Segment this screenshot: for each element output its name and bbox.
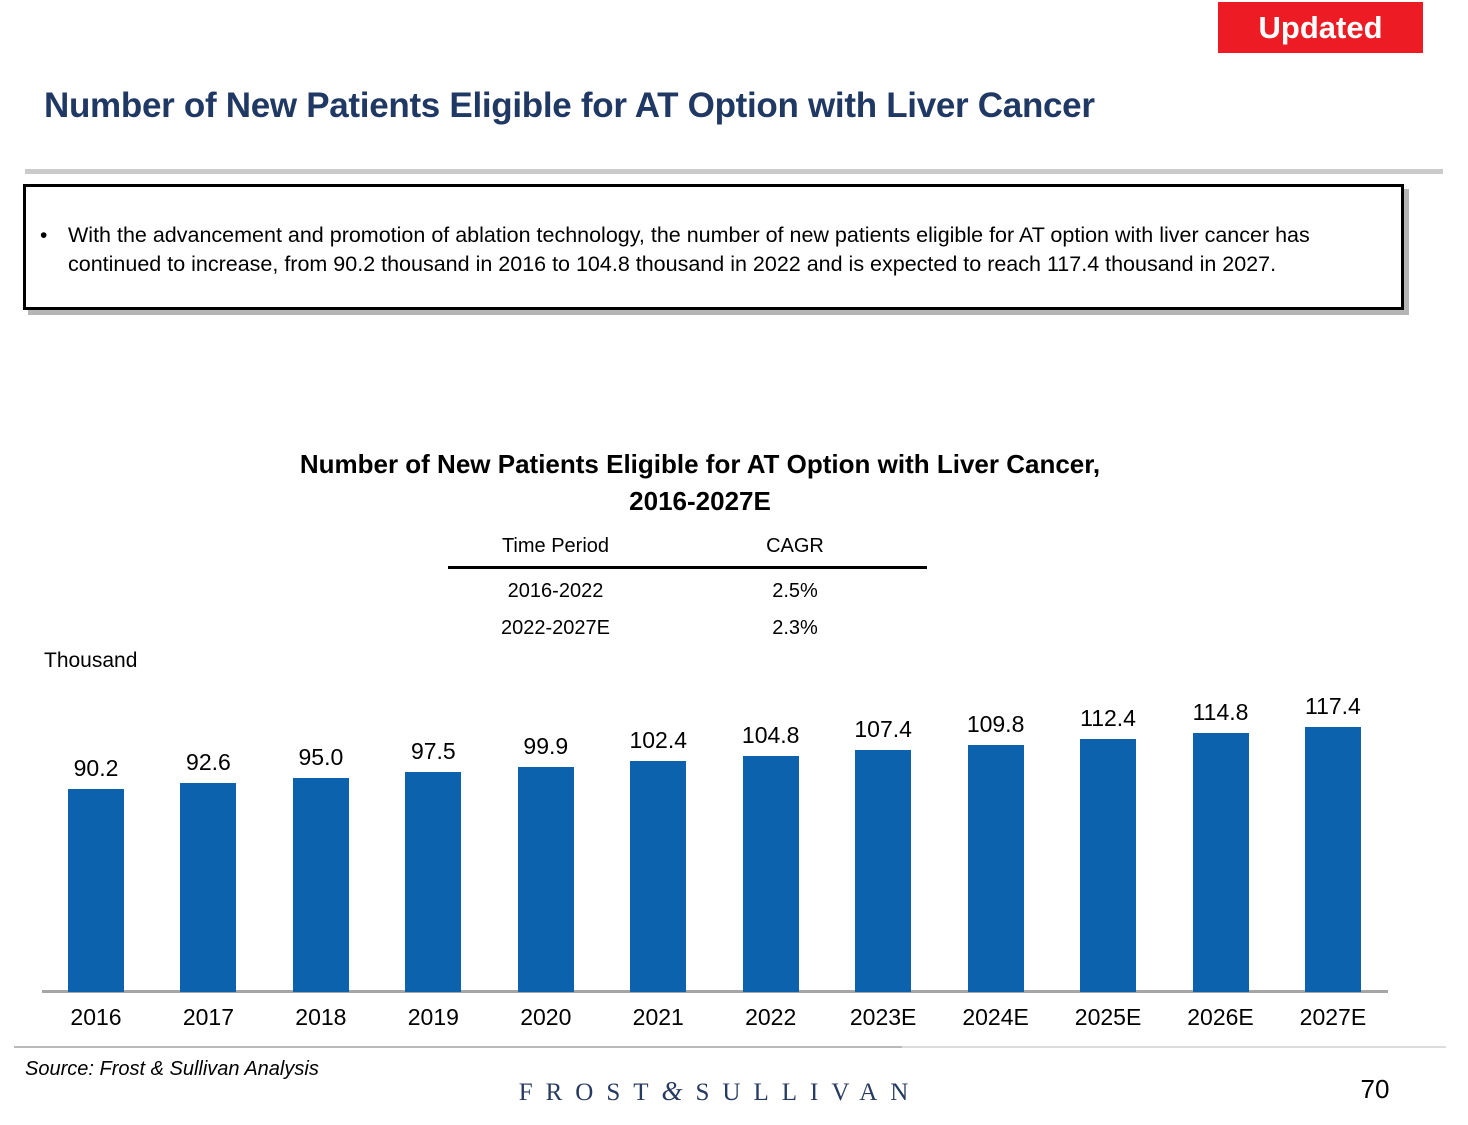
bar-value-label: 114.8 (1192, 699, 1249, 726)
chart-title-line2: 2016-2027E (629, 486, 771, 516)
cagr-table: Time Period CAGR 2016-2022 2.5% 2022-202… (448, 535, 927, 643)
logo-ampersand: & (661, 1076, 696, 1106)
page-number: 70 (1360, 1074, 1390, 1104)
cagr-row-period: 2022-2027E (501, 617, 610, 639)
cagr-table-row: 2016-2022 2.5% (448, 569, 927, 606)
x-axis-label: 2016 (70, 1004, 122, 1030)
logo-text-frost: FROST (518, 1079, 662, 1106)
callout-box: • With the advancement and promotion of … (23, 184, 1404, 310)
bar-value-label: 104.8 (741, 721, 800, 748)
bar-value-label: 117.4 (1305, 693, 1361, 720)
x-axis-label: 2018 (295, 1004, 347, 1030)
bar-value-label: 109.8 (966, 710, 1025, 737)
bar-value-label: 90.2 (73, 754, 119, 781)
x-axis-label: 2027E (1299, 1004, 1367, 1030)
bar (967, 744, 1024, 992)
cagr-row-period: 2016-2022 (507, 580, 604, 602)
cagr-table-header: Time Period CAGR (448, 535, 927, 569)
x-axis-label: 2021 (632, 1004, 684, 1030)
cagr-table-row: 2022-2027E 2.3% (448, 606, 927, 643)
bar-value-label: 112.4 (1080, 704, 1136, 731)
source-note: Source: Frost & Sullivan Analysis (25, 1058, 319, 1080)
footer-divider (14, 1046, 1446, 1048)
bar-value-label: 95.0 (298, 743, 344, 770)
bar-value-label: 102.4 (629, 727, 688, 754)
bar (1192, 733, 1249, 992)
x-axis-line (42, 990, 1388, 993)
x-axis-label: 2026E (1187, 1004, 1254, 1030)
bar (630, 761, 687, 992)
bar-value-label: 92.6 (186, 749, 231, 776)
x-axis-label: 2024E (962, 1004, 1029, 1030)
bullet-marker: • (40, 224, 48, 247)
frost-sullivan-logo: FROST&SULLIVAN (0, 1076, 1440, 1107)
cagr-header-cagr: CAGR (766, 535, 824, 557)
updated-badge: Updated (1218, 2, 1423, 53)
bar (1080, 738, 1137, 992)
bar (742, 755, 799, 992)
bar (405, 772, 462, 992)
cagr-row-value: 2.3% (772, 617, 818, 639)
x-axis-label: 2019 (407, 1004, 459, 1030)
bar-value-label: 99.9 (523, 732, 569, 759)
cagr-header-period: Time Period (501, 535, 610, 557)
bar-value-label: 107.4 (854, 716, 912, 743)
bar (292, 777, 349, 992)
y-axis-unit-label: Thousand (44, 649, 138, 672)
x-axis-label: 2025E (1074, 1004, 1142, 1030)
page-title: Number of New Patients Eligible for AT O… (44, 86, 1095, 125)
bar (517, 766, 574, 992)
callout-text: With the advancement and promotion of ab… (68, 223, 1310, 276)
x-axis-label: 2017 (182, 1004, 235, 1030)
bar (68, 788, 124, 992)
x-axis-label: 2020 (520, 1004, 572, 1030)
bar (855, 750, 912, 992)
bar (180, 783, 237, 992)
bar (1304, 727, 1361, 992)
cagr-row-value: 2.5% (772, 580, 818, 602)
logo-text-sullivan: SULLIVAN (695, 1079, 922, 1106)
x-axis-label: 2022 (745, 1004, 797, 1030)
bar-value-label: 97.5 (410, 738, 456, 765)
chart-title-line1: Number of New Patients Eligible for AT O… (299, 449, 1101, 479)
title-divider (25, 169, 1443, 174)
x-axis-label: 2023E (849, 1004, 917, 1030)
chart-title: Number of New Patients Eligible for AT O… (0, 446, 1400, 520)
